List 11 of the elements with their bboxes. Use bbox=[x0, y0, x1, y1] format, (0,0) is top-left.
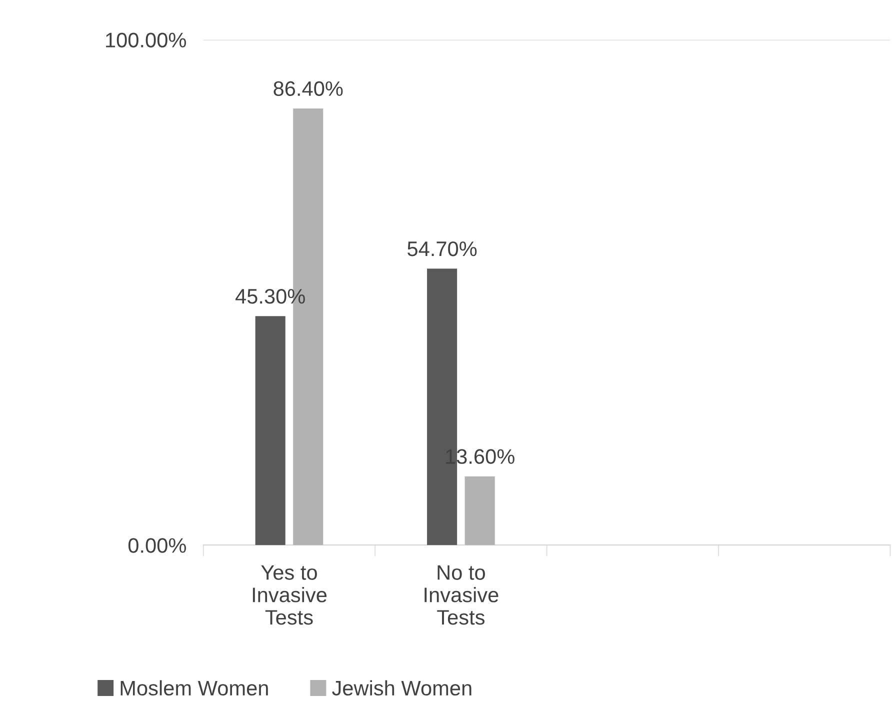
bar bbox=[255, 316, 286, 546]
legend-label: Jewish Women bbox=[332, 680, 472, 696]
data-label: 54.70% bbox=[408, 241, 477, 256]
y-tick-label: 0.00% bbox=[128, 538, 186, 553]
y-tick-label: 100.00% bbox=[106, 32, 186, 48]
x-tick-label: Yes to Invasive Tests bbox=[252, 565, 327, 625]
bar bbox=[464, 476, 495, 546]
data-label: 45.30% bbox=[235, 288, 305, 304]
data-label: 86.40% bbox=[274, 81, 343, 96]
x-tick-label: No to Invasive Tests bbox=[424, 565, 498, 625]
legend-label: Moslem Women bbox=[120, 680, 268, 696]
